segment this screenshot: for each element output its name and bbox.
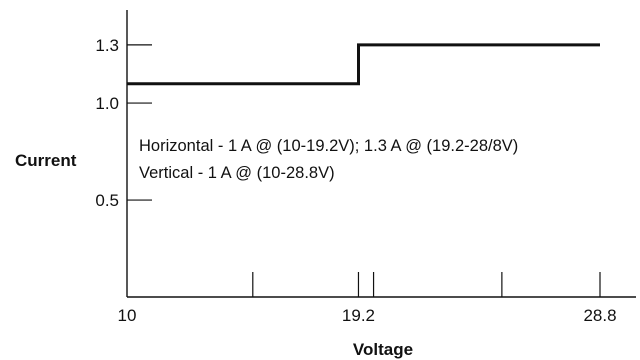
y-tick-label: 1.3 bbox=[95, 36, 119, 55]
series-line bbox=[127, 43, 600, 86]
x-tick-label: 10 bbox=[118, 306, 137, 325]
x-tick-label: 19.2 bbox=[342, 306, 375, 325]
y-ticks: 1.3 1.0 0.5 bbox=[95, 36, 152, 210]
y-axis-title: Current bbox=[15, 151, 77, 170]
y-tick-label: 1.0 bbox=[95, 94, 119, 113]
x-axis-title: Voltage bbox=[353, 340, 413, 359]
x-tick-label: 28.8 bbox=[583, 306, 616, 325]
annotation-horizontal: Horizontal - 1 A @ (10-19.2V); 1.3 A @ (… bbox=[139, 137, 518, 155]
series-group bbox=[127, 43, 600, 86]
x-ticks: 10 19.2 28.8 bbox=[118, 272, 617, 325]
annotation-vertical: Vertical - 1 A @ (10-28.8V) bbox=[139, 164, 335, 182]
y-tick-label: 0.5 bbox=[95, 191, 119, 210]
